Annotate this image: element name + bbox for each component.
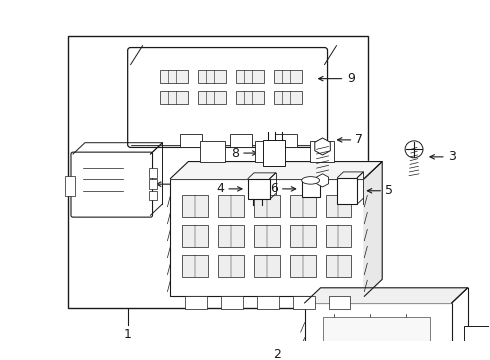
- Text: 2: 2: [273, 348, 281, 360]
- Bar: [161, 91, 188, 104]
- Circle shape: [405, 141, 423, 158]
- Bar: [65, 176, 75, 197]
- Bar: [218, 194, 244, 217]
- Text: 5: 5: [385, 184, 393, 197]
- Bar: [275, 134, 297, 148]
- Bar: [290, 255, 316, 278]
- FancyBboxPatch shape: [128, 48, 327, 148]
- Bar: [180, 134, 202, 148]
- Bar: [198, 70, 226, 84]
- Bar: [293, 296, 315, 310]
- Text: 10: 10: [178, 178, 194, 191]
- Bar: [322, 317, 430, 360]
- Bar: [255, 141, 280, 162]
- Bar: [148, 191, 156, 200]
- Bar: [290, 225, 316, 247]
- Bar: [274, 70, 302, 84]
- Bar: [254, 255, 280, 278]
- Bar: [185, 296, 207, 310]
- Bar: [68, 36, 368, 307]
- Bar: [182, 225, 208, 247]
- FancyBboxPatch shape: [71, 152, 152, 217]
- Bar: [263, 140, 285, 166]
- Bar: [464, 327, 490, 360]
- Bar: [254, 194, 280, 217]
- Text: 7: 7: [355, 134, 364, 147]
- Bar: [290, 194, 316, 217]
- Bar: [221, 296, 243, 310]
- Bar: [218, 225, 244, 247]
- Bar: [171, 179, 365, 296]
- Text: 8: 8: [231, 147, 239, 159]
- Bar: [236, 70, 264, 84]
- Bar: [328, 296, 350, 310]
- Bar: [198, 91, 226, 104]
- Bar: [325, 225, 351, 247]
- Text: 3: 3: [448, 150, 456, 163]
- Bar: [338, 177, 357, 204]
- Text: 4: 4: [216, 183, 224, 195]
- Bar: [310, 141, 335, 162]
- Bar: [236, 91, 264, 104]
- Bar: [257, 296, 279, 310]
- Bar: [325, 194, 351, 217]
- Bar: [182, 194, 208, 217]
- Bar: [200, 141, 225, 162]
- Bar: [325, 255, 351, 278]
- Text: 6: 6: [270, 183, 278, 195]
- Polygon shape: [305, 288, 468, 303]
- Ellipse shape: [302, 177, 319, 184]
- Bar: [254, 225, 280, 247]
- Bar: [302, 180, 319, 197]
- Circle shape: [470, 350, 486, 360]
- Polygon shape: [365, 162, 382, 296]
- Bar: [248, 179, 270, 199]
- Bar: [305, 303, 452, 360]
- Bar: [148, 168, 156, 177]
- Bar: [230, 134, 252, 148]
- Polygon shape: [171, 162, 382, 179]
- Bar: [148, 179, 156, 189]
- Bar: [218, 255, 244, 278]
- Circle shape: [464, 344, 490, 360]
- Bar: [274, 91, 302, 104]
- Text: 9: 9: [347, 72, 355, 85]
- Text: 1: 1: [124, 328, 132, 341]
- Bar: [161, 70, 188, 84]
- Bar: [182, 255, 208, 278]
